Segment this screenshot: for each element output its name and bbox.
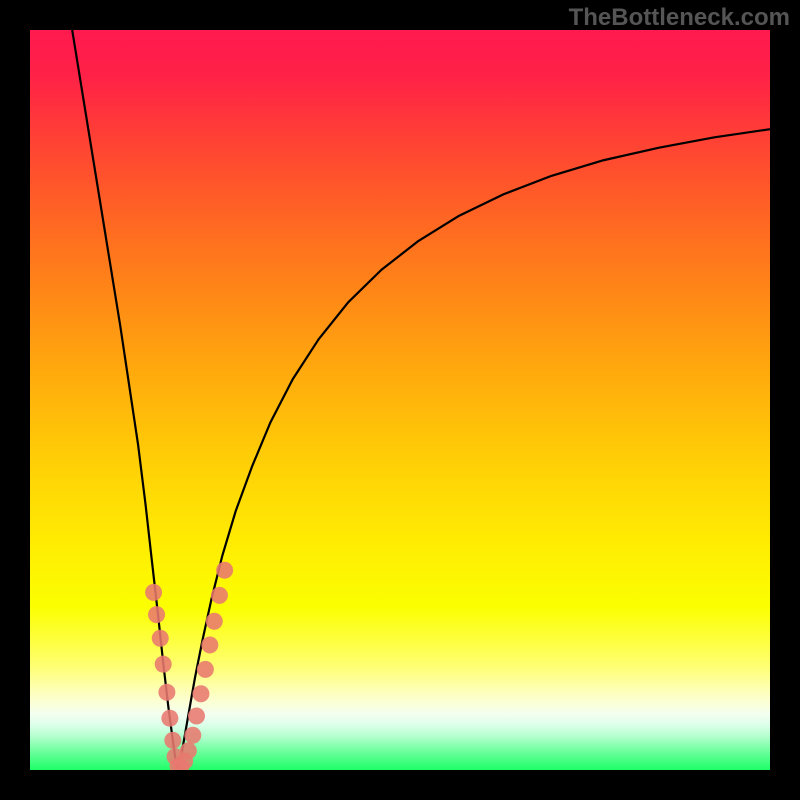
data-marker (188, 707, 205, 724)
data-marker (201, 636, 218, 653)
data-marker (197, 661, 214, 678)
data-marker (161, 710, 178, 727)
data-marker (184, 727, 201, 744)
data-marker (164, 732, 181, 749)
data-marker (155, 656, 172, 673)
data-marker (211, 587, 228, 604)
chart-container: TheBottleneck.com (0, 0, 800, 800)
data-marker (145, 584, 162, 601)
data-marker (206, 613, 223, 630)
plot-svg (30, 30, 770, 770)
data-marker (192, 685, 209, 702)
plot-area (30, 30, 770, 770)
data-marker (180, 742, 197, 759)
data-marker (152, 630, 169, 647)
gradient-background (30, 30, 770, 770)
data-marker (148, 606, 165, 623)
watermark-text: TheBottleneck.com (569, 4, 790, 32)
data-marker (216, 562, 233, 579)
data-marker (158, 684, 175, 701)
